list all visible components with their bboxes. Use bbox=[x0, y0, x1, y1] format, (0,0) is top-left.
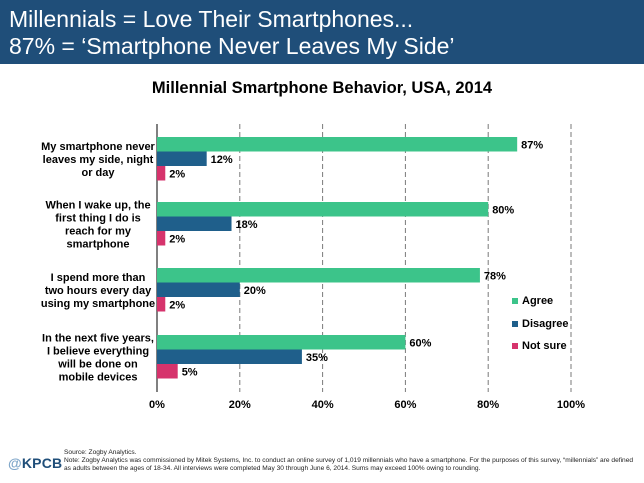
x-tick-label: 60% bbox=[394, 399, 416, 411]
bar bbox=[157, 282, 240, 297]
logo-at-sign: @ bbox=[8, 455, 22, 471]
bar bbox=[157, 231, 166, 246]
bar bbox=[157, 297, 166, 312]
bar-value-label: 2% bbox=[169, 299, 185, 311]
logo-name: KPCB bbox=[21, 455, 63, 471]
header-title-line-1: Millennials = Love Their Smartphones... bbox=[9, 6, 414, 32]
category-label: first thing I do is bbox=[55, 212, 141, 224]
bar bbox=[157, 151, 207, 166]
bar bbox=[157, 216, 232, 231]
bar bbox=[157, 335, 406, 350]
category-label: I believe everything bbox=[47, 345, 149, 357]
category-label: When I wake up, the bbox=[45, 199, 150, 211]
category-label: leaves my side, night bbox=[43, 154, 154, 166]
x-tick-label: 80% bbox=[477, 399, 499, 411]
legend-label: Disagree bbox=[522, 318, 568, 330]
bar bbox=[157, 166, 166, 181]
category-label: two hours every day bbox=[45, 285, 152, 297]
bar bbox=[157, 364, 178, 379]
category-label: My smartphone never bbox=[41, 141, 155, 153]
category-label: or day bbox=[81, 167, 115, 179]
legend-label: Agree bbox=[522, 295, 553, 307]
header-banner: Millennials = Love Their Smartphones... … bbox=[0, 0, 644, 64]
source-note: Source: Zogby Analytics. bbox=[64, 449, 137, 456]
legend-label: Not sure bbox=[522, 340, 567, 352]
bar-value-label: 80% bbox=[492, 204, 514, 216]
x-tick-label: 20% bbox=[229, 399, 251, 411]
bar bbox=[157, 202, 489, 217]
bar-value-label: 18% bbox=[236, 219, 258, 231]
header-title-line-2: 87% = ‘Smartphone Never Leaves My Side’ bbox=[9, 33, 455, 59]
legend-swatch bbox=[512, 321, 518, 327]
category-label: smartphone bbox=[67, 238, 130, 250]
footer-notes: Source: Zogby Analytics. Note: Zogby Ana… bbox=[64, 449, 636, 473]
bar-value-label: 20% bbox=[244, 285, 266, 297]
x-tick-label: 100% bbox=[557, 399, 585, 411]
bar-value-label: 5% bbox=[182, 366, 198, 378]
bar bbox=[157, 268, 480, 283]
bar-value-label: 2% bbox=[169, 233, 185, 245]
category-label: reach for my bbox=[65, 225, 132, 237]
bar-value-label: 12% bbox=[211, 154, 233, 166]
bar bbox=[157, 349, 302, 364]
category-label: I spend more than bbox=[51, 272, 146, 284]
x-tick-label: 40% bbox=[312, 399, 334, 411]
methodology-note: Note: Zogby Analytics was commissioned b… bbox=[64, 457, 634, 472]
category-label: In the next five years, bbox=[42, 332, 154, 344]
category-label: mobile devices bbox=[59, 371, 138, 383]
legend-swatch bbox=[512, 298, 518, 304]
bar-value-label: 78% bbox=[484, 270, 506, 282]
bar-value-label: 35% bbox=[306, 352, 328, 364]
category-label: will be done on bbox=[57, 358, 138, 370]
x-tick-label: 0% bbox=[149, 399, 165, 411]
bar bbox=[157, 137, 518, 152]
bar-value-label: 2% bbox=[169, 168, 185, 180]
bar-value-label: 87% bbox=[521, 139, 543, 151]
bar-value-label: 60% bbox=[409, 337, 431, 349]
chart-title: Millennial Smartphone Behavior, USA, 201… bbox=[151, 79, 493, 97]
category-label: using my smartphone bbox=[41, 298, 155, 310]
kpcb-logo: @KPCB bbox=[8, 455, 62, 471]
legend-swatch bbox=[512, 343, 518, 349]
